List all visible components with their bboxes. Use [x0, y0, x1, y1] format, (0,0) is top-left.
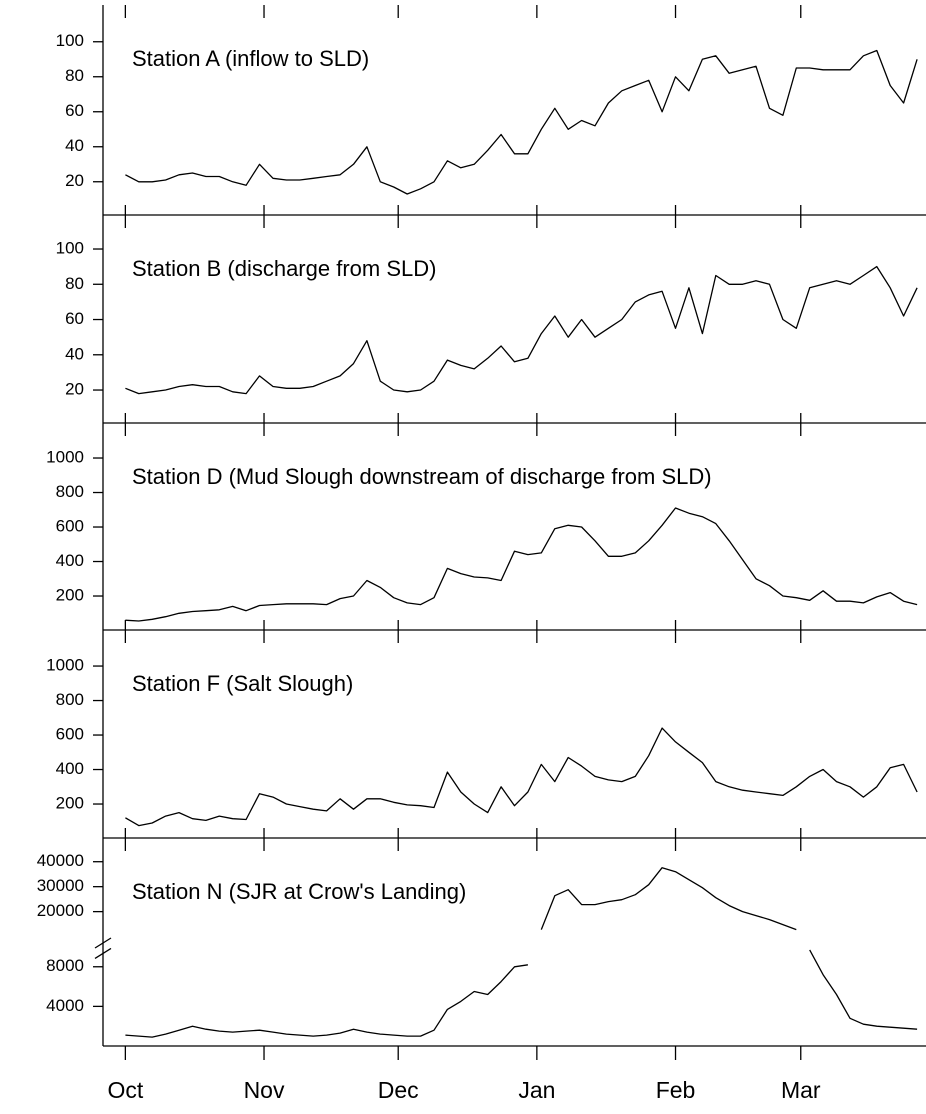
panel-title: Station D (Mud Slough downstream of disc…: [132, 464, 712, 489]
y-tick-label: 1000: [46, 448, 84, 467]
data-line: [125, 49, 918, 195]
y-tick-label: 100: [56, 239, 84, 258]
panel-title: Station A (inflow to SLD): [132, 46, 369, 71]
panel-title: Station F (Salt Slough): [132, 671, 353, 696]
y-tick-label: 800: [56, 482, 84, 501]
y-tick-label: 60: [65, 309, 84, 328]
x-tick-label: Dec: [378, 1077, 419, 1103]
y-tick-label: 600: [56, 725, 84, 744]
y-tick-label: 20: [65, 380, 84, 399]
y-tick-label: 1000: [46, 656, 84, 675]
y-tick-label: 20000: [37, 901, 84, 920]
y-tick-label: 40: [65, 136, 84, 155]
x-tick-label: Oct: [107, 1077, 143, 1103]
y-tick-label: 60: [65, 101, 84, 120]
y-tick-label: 40000: [37, 851, 84, 870]
x-tick-label: Feb: [656, 1077, 696, 1103]
y-tick-label: 80: [65, 66, 84, 85]
axis-break-mark: [94, 937, 112, 949]
y-tick-label: 20: [65, 171, 84, 190]
data-line: [540, 867, 797, 931]
data-line: [125, 964, 528, 1038]
y-tick-label: 400: [56, 759, 84, 778]
y-tick-label: 4000: [46, 996, 84, 1015]
data-line: [809, 949, 918, 1030]
y-tick-label: 80: [65, 274, 84, 293]
data-line: [125, 265, 918, 395]
data-line: [125, 507, 918, 622]
y-tick-label: 800: [56, 690, 84, 709]
panel-title: Station B (discharge from SLD): [132, 256, 436, 281]
y-tick-label: 400: [56, 551, 84, 570]
y-tick-label: 200: [56, 586, 84, 605]
data-line: [125, 727, 918, 827]
y-tick-label: 30000: [37, 876, 84, 895]
panel-title: Station N (SJR at Crow's Landing): [132, 879, 466, 904]
x-tick-label: Nov: [244, 1077, 285, 1103]
axis-break-mark: [94, 947, 112, 959]
x-tick-label: Jan: [518, 1077, 555, 1103]
y-tick-label: 100: [56, 31, 84, 50]
y-tick-label: 200: [56, 794, 84, 813]
y-tick-label: 40: [65, 344, 84, 363]
y-tick-label: 600: [56, 517, 84, 536]
x-tick-label: Mar: [781, 1077, 821, 1103]
y-tick-label: 8000: [46, 956, 84, 975]
